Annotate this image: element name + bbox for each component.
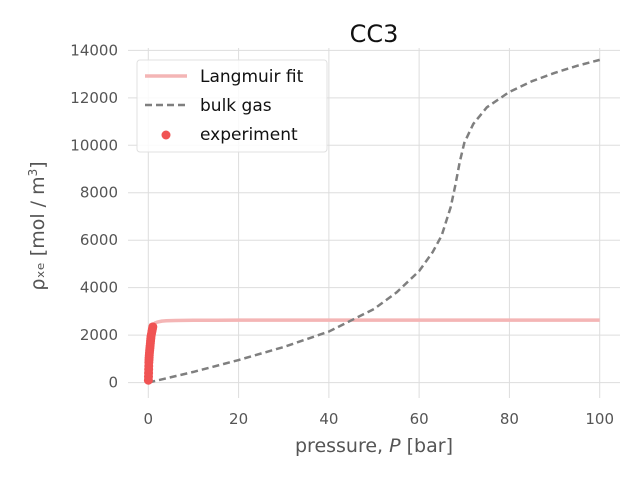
- y-tick-label: 4000: [80, 279, 118, 297]
- x-tick-label: 40: [319, 410, 338, 428]
- experiment-point: [148, 322, 158, 332]
- bulk-gas-line: [148, 58, 601, 384]
- x-tick-label: 20: [229, 410, 248, 428]
- chart-title: CC3: [350, 20, 399, 48]
- x-tick-label: 0: [144, 410, 154, 428]
- legend-frame: [136, 59, 328, 153]
- y-tick-label: 10000: [70, 136, 118, 154]
- y-axis-label: ρₓₑ [mol / m3]: [26, 161, 49, 290]
- y-tick-label: 2000: [80, 326, 118, 344]
- langmuir-fit-line: [146, 318, 600, 383]
- legend-label-experiment: experiment: [200, 125, 298, 145]
- series-layer: [143, 58, 601, 385]
- legend-label-bulk-gas: bulk gas: [200, 96, 272, 116]
- y-tick-label: 8000: [80, 184, 118, 202]
- legend-label-langmuir-fit: Langmuir fit: [200, 67, 304, 87]
- x-tick-label: 60: [410, 410, 429, 428]
- x-axis-label: pressure, P [bar]: [295, 435, 453, 457]
- legend: Langmuir fit bulk gas experiment: [136, 59, 328, 153]
- y-tick-label: 0: [108, 374, 118, 392]
- y-tick-label: 6000: [80, 231, 118, 249]
- tick-labels: 0 20 40 60 80 100 0 2000 4000 6000 8000 10000 12000 1…: [70, 41, 614, 428]
- y-tick-label: 12000: [70, 89, 118, 107]
- legend-marker-experiment: [161, 130, 171, 140]
- y-tick-label: 14000: [70, 41, 118, 59]
- x-tick-label: 80: [500, 410, 519, 428]
- x-tick-label: 100: [585, 410, 614, 428]
